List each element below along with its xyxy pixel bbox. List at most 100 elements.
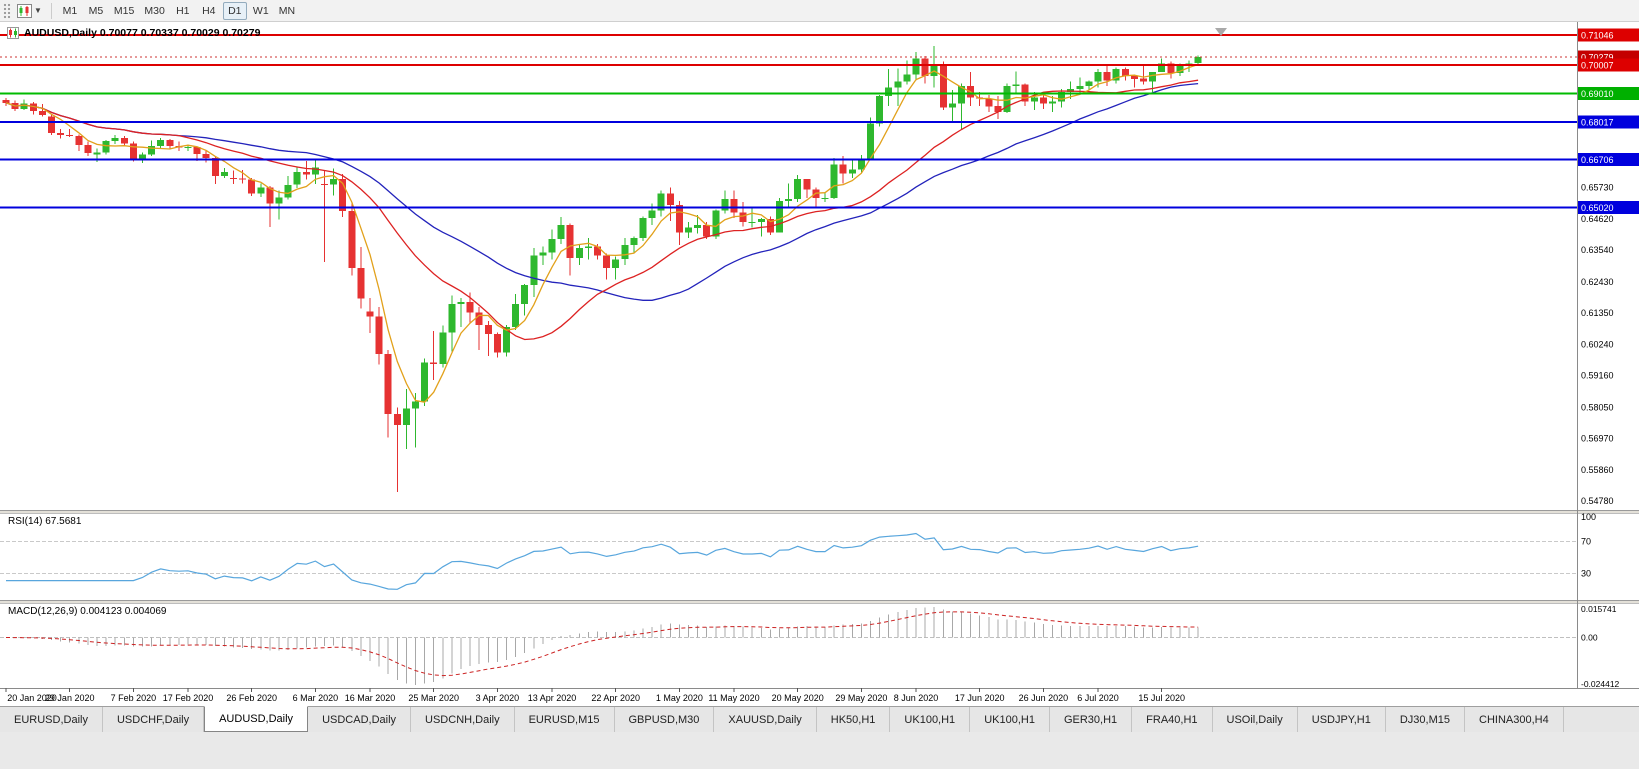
candle-body: [1167, 63, 1175, 73]
dropdown-caret-icon[interactable]: ▼: [34, 6, 42, 15]
candle-body: [521, 285, 529, 304]
candle-body: [666, 193, 674, 205]
price-level-tag-label: 0.70007: [1581, 60, 1614, 70]
timeframe-button-w1[interactable]: W1: [252, 4, 269, 17]
candle-body: [703, 224, 711, 237]
date-label: 17 Jun 2020: [955, 693, 1005, 703]
moving-average-line-20: [5, 79, 1199, 341]
candle-body: [848, 169, 856, 174]
price-scale-label: 0.63540: [1581, 245, 1614, 255]
chart-tab-dj30-m15[interactable]: DJ30,M15: [1386, 707, 1465, 732]
chart-tab-usdchf-daily[interactable]: USDCHF,Daily: [103, 707, 205, 732]
candle-body: [584, 246, 592, 248]
price-scale-label: 0.64620: [1581, 214, 1614, 224]
candle-body: [321, 183, 328, 185]
chart-tab-usdjpy-h1[interactable]: USDJPY,H1: [1298, 707, 1386, 732]
chart-icon[interactable]: [17, 3, 32, 18]
timeframe-button-m5[interactable]: M5: [88, 4, 104, 17]
candle-body: [139, 154, 146, 159]
timeframe-button-m30[interactable]: M30: [144, 4, 165, 17]
date-label: 25 Mar 2020: [408, 693, 459, 703]
chart-window: 0.65730 0.64620 0.63540 0.62430 0.61350 0.602…: [0, 22, 1639, 706]
timeframe-button-h4[interactable]: H4: [202, 4, 216, 17]
panel-divider[interactable]: [0, 600, 1639, 604]
chart-tab-usdcad-daily[interactable]: USDCAD,Daily: [308, 707, 412, 732]
chart-title-text: AUDUSD,Daily 0.70077 0.70337 0.70029 0.7…: [24, 27, 261, 39]
candle-body: [348, 211, 356, 268]
rsi-scale-label: 100: [1581, 512, 1596, 522]
moving-average-line-5: [5, 63, 1199, 403]
moving-average-line-34: [5, 82, 1199, 301]
candle-body: [921, 58, 929, 76]
date-label: 6 Mar 2020: [293, 693, 339, 703]
candle-body: [402, 408, 410, 425]
chart-tab-eurusd-m15[interactable]: EURUSD,M15: [515, 707, 615, 732]
candle-body: [330, 179, 338, 185]
candle-body: [885, 87, 893, 96]
timeframe-button-d1[interactable]: D1: [222, 1, 247, 20]
date-label: 17 Feb 2020: [163, 693, 214, 703]
candle-body: [302, 172, 310, 175]
timeframe-button-m15[interactable]: M15: [113, 4, 135, 17]
candle-body: [803, 179, 811, 190]
chart-tab-usoil-daily[interactable]: USOil,Daily: [1213, 707, 1298, 732]
candle-body: [284, 184, 292, 198]
candle-body: [430, 362, 438, 365]
toolbar-drag-handle[interactable]: [3, 2, 11, 19]
date-label: 3 Apr 2020: [476, 693, 520, 703]
chart-tab-gbpusd-m30[interactable]: GBPUSD,M30: [615, 707, 715, 732]
chart-tab-eurusd-daily[interactable]: EURUSD,Daily: [0, 707, 103, 732]
candle-body: [566, 224, 574, 259]
candle-body: [548, 239, 556, 253]
chart-tab-uk100-h1[interactable]: UK100,H1: [890, 707, 971, 732]
candle-body: [594, 246, 601, 256]
price-level-tag: [1578, 201, 1639, 215]
candle-body: [1158, 63, 1166, 72]
date-label: 29 May 2020: [835, 693, 887, 703]
chart-tab-xauusd-daily[interactable]: XAUUSD,Daily: [714, 707, 817, 732]
candle-body: [311, 167, 319, 175]
candle-body: [57, 133, 65, 135]
chart-tab-china300-h4[interactable]: CHINA300,H4: [1465, 707, 1564, 732]
main-chart-svg[interactable]: 0.65730 0.64620 0.63540 0.62430 0.61350 0.602…: [0, 22, 1639, 706]
date-label: 29 Jan 2020: [45, 693, 95, 703]
chart-shift-marker[interactable]: [1215, 28, 1227, 36]
price-scale-label: 0.60240: [1581, 340, 1614, 350]
candle-body: [776, 200, 783, 233]
candle-body: [239, 178, 247, 180]
candle-body: [630, 238, 638, 245]
price-level-tag: [1578, 58, 1639, 72]
timeframes-toolbar: ▼ M1 M5 M15 M30 H1 H4 D1 W1 MN: [0, 0, 1639, 22]
timeframe-buttons: M1 M5 M15 M30 H1 H4 D1 W1 MN: [57, 1, 300, 20]
candle-body: [421, 362, 429, 402]
macd-scale-label: 0.015741: [1581, 604, 1617, 614]
date-label: 11 May 2020: [708, 693, 759, 703]
candle-body: [120, 137, 128, 144]
chart-tab-uk100-h1[interactable]: UK100,H1: [970, 707, 1050, 732]
timeframe-button-m1[interactable]: M1: [62, 4, 78, 17]
candle-body: [867, 123, 874, 161]
candle-body: [484, 325, 492, 334]
chart-tab-audusd-daily[interactable]: AUDUSD,Daily: [204, 706, 309, 732]
price-scale-label: 0.55860: [1581, 465, 1614, 475]
chart-tab-ger30-h1[interactable]: GER30,H1: [1050, 707, 1133, 732]
chart-tab-fra40-h1[interactable]: FRA40,H1: [1132, 707, 1213, 732]
panel-divider[interactable]: [0, 510, 1639, 514]
chart-tab-bar: EURUSD,Daily USDCHF,Daily AUDUSD,Daily USDC…: [0, 706, 1639, 732]
date-label: 20 Jan 2020: [7, 693, 57, 703]
candle-body: [1039, 97, 1047, 104]
chart-title: AUDUSD,Daily 0.70077 0.70337 0.70029 0.7…: [7, 27, 260, 39]
candle-body: [448, 304, 456, 333]
candle-body: [821, 197, 829, 199]
candle-body: [66, 134, 74, 136]
chart-tab-hk50-h1[interactable]: HK50,H1: [817, 707, 891, 732]
candle-body: [766, 219, 774, 233]
candle-body: [894, 81, 902, 88]
candle-body: [1194, 57, 1202, 63]
macd-scale-label: -0.024412: [1581, 679, 1620, 689]
timeframe-button-h1[interactable]: H1: [176, 4, 190, 17]
chart-tab-usdcnh-daily[interactable]: USDCNH,Daily: [411, 707, 515, 732]
timeframe-button-mn[interactable]: MN: [278, 4, 296, 17]
rsi-line: [6, 532, 1199, 590]
candle-body: [339, 179, 347, 212]
